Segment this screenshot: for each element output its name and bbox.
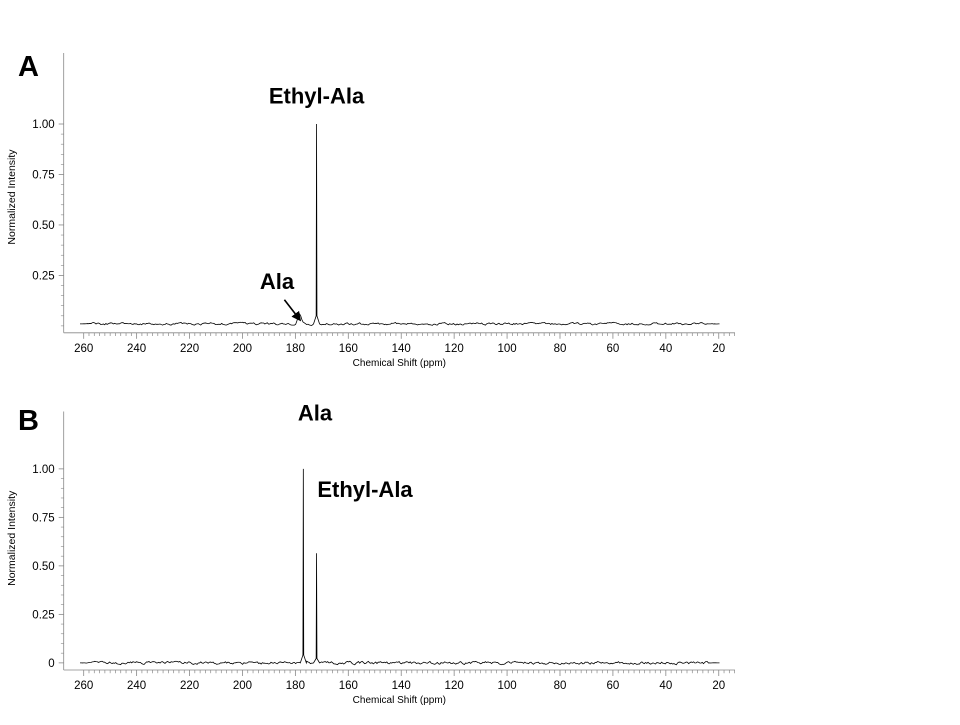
svg-text:80: 80 [554,343,567,355]
svg-text:40: 40 [659,680,672,692]
svg-text:0.50: 0.50 [32,220,54,232]
svg-text:1.00: 1.00 [32,464,54,476]
svg-text:20: 20 [712,680,725,692]
svg-text:0.25: 0.25 [32,270,54,282]
svg-text:200: 200 [233,680,252,692]
svg-text:0.25: 0.25 [32,609,54,621]
svg-text:80: 80 [554,680,567,692]
svg-text:20: 20 [712,343,725,355]
svg-text:0.75: 0.75 [32,512,54,524]
svg-text:140: 140 [392,343,411,355]
svg-text:100: 100 [497,343,516,355]
svg-text:B: B [18,405,39,437]
svg-text:260: 260 [74,343,93,355]
svg-text:120: 120 [445,680,464,692]
svg-text:Normalized Intensity: Normalized Intensity [6,149,18,245]
svg-text:Chemical Shift (ppm): Chemical Shift (ppm) [353,358,446,369]
svg-text:Ethyl-Ala: Ethyl-Ala [269,84,365,109]
svg-text:240: 240 [127,343,146,355]
svg-text:160: 160 [339,343,358,355]
svg-text:1.00: 1.00 [32,119,54,131]
svg-text:240: 240 [127,680,146,692]
svg-text:180: 180 [286,343,305,355]
svg-text:Chemical Shift (ppm): Chemical Shift (ppm) [353,695,446,706]
svg-text:0.75: 0.75 [32,169,54,181]
svg-text:220: 220 [180,680,199,692]
svg-text:0: 0 [48,658,54,670]
svg-text:0.50: 0.50 [32,561,54,573]
svg-text:Ala: Ala [260,269,295,294]
svg-text:160: 160 [339,680,358,692]
svg-text:Ala: Ala [298,400,333,425]
svg-text:180: 180 [286,680,305,692]
svg-text:40: 40 [659,343,672,355]
svg-text:260: 260 [74,680,93,692]
svg-text:100: 100 [497,680,516,692]
svg-text:Ethyl-Ala: Ethyl-Ala [317,477,413,502]
svg-text:220: 220 [180,343,199,355]
svg-text:140: 140 [392,680,411,692]
svg-text:Normalized Intensity: Normalized Intensity [6,490,18,586]
svg-text:60: 60 [607,343,620,355]
svg-text:60: 60 [607,680,620,692]
svg-text:120: 120 [445,343,464,355]
svg-text:A: A [18,51,39,83]
svg-text:200: 200 [233,343,252,355]
